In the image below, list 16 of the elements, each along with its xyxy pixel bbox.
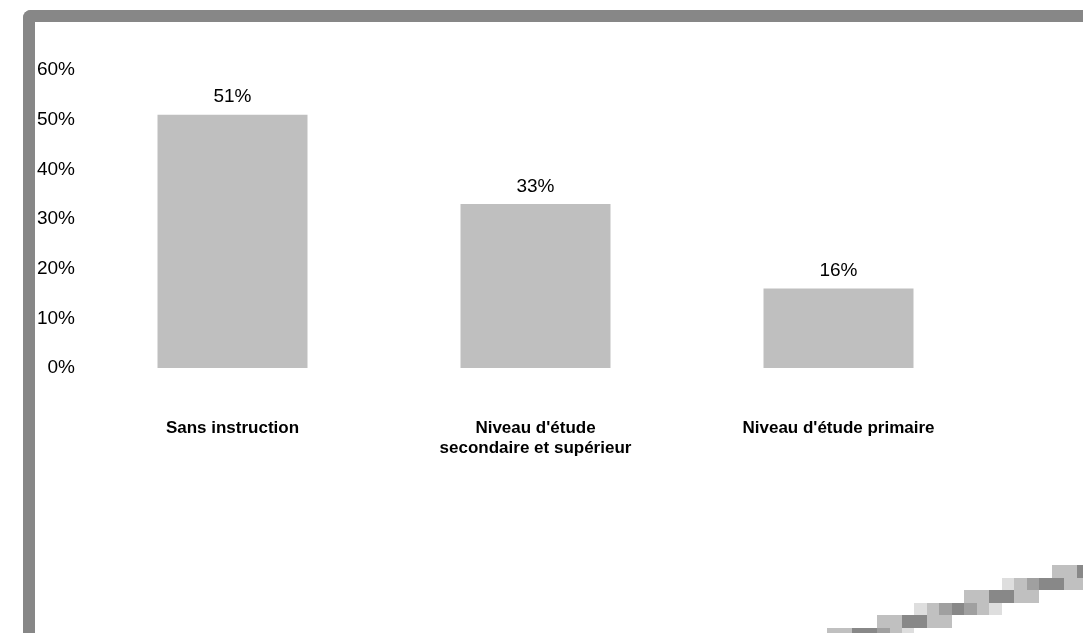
y-tick-label: 30%: [36, 207, 76, 229]
y-tick-label: 10%: [36, 306, 76, 328]
x-tick-label: Niveau d'étude secondaire et supérieur: [439, 417, 632, 458]
data-label: 33%: [516, 174, 555, 196]
bar: [460, 204, 611, 368]
bar: [157, 114, 308, 368]
x-tick-label: Niveau d'étude primaire: [742, 417, 935, 437]
y-tick-label: 20%: [36, 256, 76, 278]
x-tick-label: Sans instruction: [165, 417, 300, 437]
y-tick-label: 60%: [36, 58, 76, 80]
y-tick-label: 50%: [36, 107, 76, 129]
data-label: 51%: [213, 85, 252, 107]
y-tick-label: 40%: [36, 157, 76, 179]
y-tick-label: 0%: [47, 356, 76, 378]
data-label: 16%: [819, 259, 858, 281]
bar: [763, 288, 914, 368]
